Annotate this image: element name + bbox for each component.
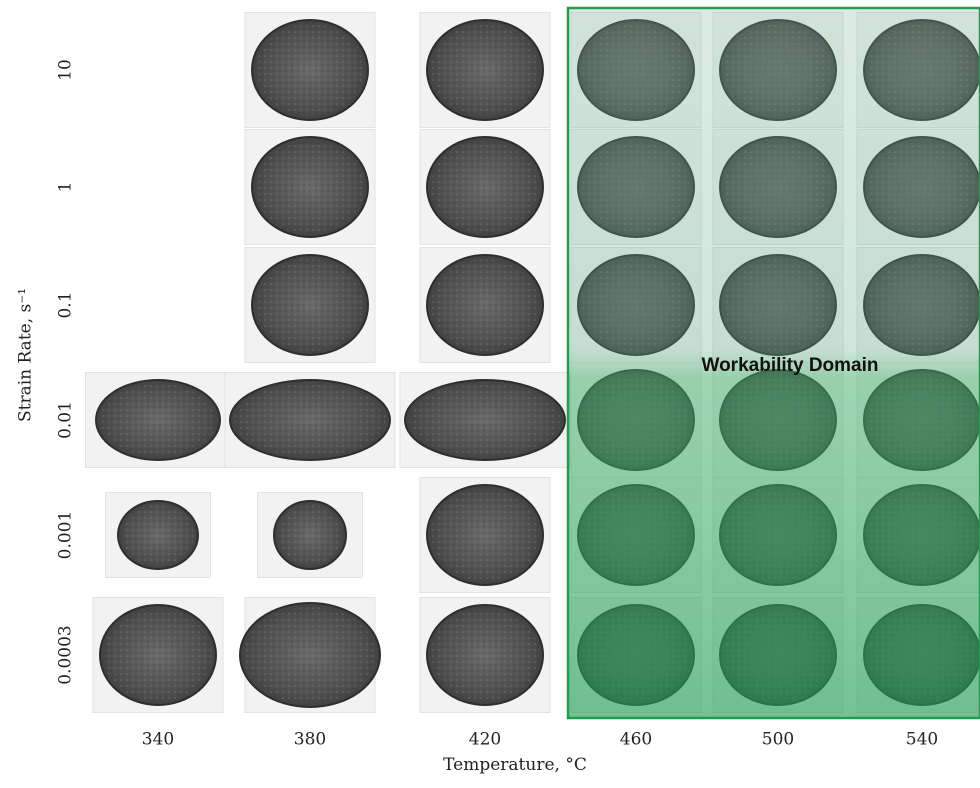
specimen-texture xyxy=(122,505,194,565)
specimen-texture xyxy=(256,141,364,233)
y-tick-label: 0.001 xyxy=(56,511,76,560)
specimen-texture xyxy=(278,505,342,565)
x-tick-label: 500 xyxy=(762,730,794,750)
specimen-texture xyxy=(244,607,376,703)
domain-label: Workability Domain xyxy=(701,355,878,376)
x-tick-label: 420 xyxy=(469,730,501,750)
x-tick-label: 460 xyxy=(620,730,652,750)
y-tick-label: 0.0003 xyxy=(56,625,76,684)
y-axis-label: Strain Rate, s⁻¹ xyxy=(16,288,36,422)
specimen-texture xyxy=(104,609,212,701)
specimen-texture xyxy=(431,24,539,116)
y-tick-label: 0.01 xyxy=(56,401,76,439)
specimen-texture xyxy=(431,489,539,581)
specimen-texture xyxy=(431,141,539,233)
y-tick-label: 0.1 xyxy=(56,291,76,318)
x-axis-label: Temperature, °C xyxy=(443,755,587,775)
specimen-texture xyxy=(256,24,364,116)
x-tick-label: 340 xyxy=(142,730,174,750)
specimen-texture xyxy=(100,384,216,456)
y-tick-label: 1 xyxy=(56,182,76,193)
specimen-texture xyxy=(431,259,539,351)
specimen-figure: Workability Domain Temperature, °C Strai… xyxy=(0,0,980,783)
y-tick-label: 10 xyxy=(56,59,76,81)
x-tick-label: 540 xyxy=(906,730,938,750)
x-tick-label: 380 xyxy=(294,730,326,750)
specimen-texture xyxy=(256,259,364,351)
specimen-texture xyxy=(234,384,386,456)
specimen-texture xyxy=(431,609,539,701)
specimen-texture xyxy=(409,384,561,456)
